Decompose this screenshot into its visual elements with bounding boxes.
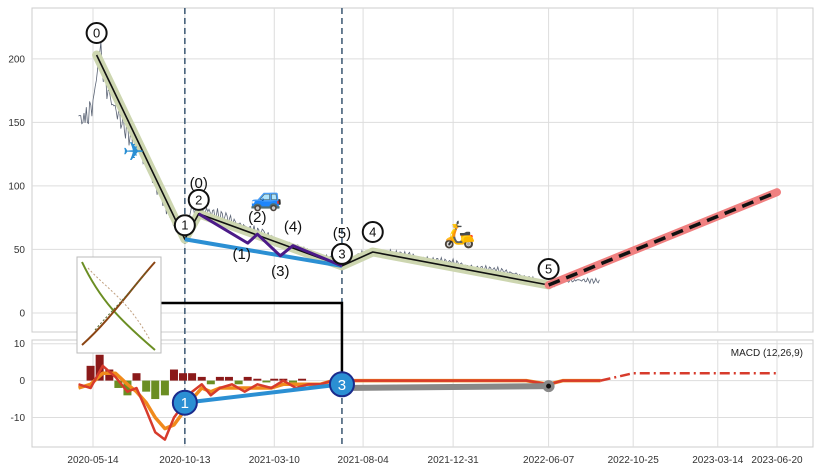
wave-point-marker <box>330 242 353 265</box>
macd-y-tick-label: 0 <box>19 376 25 387</box>
macd-histogram-bar <box>197 376 206 381</box>
wave-point-marker <box>361 220 384 243</box>
wave-point-label: 3 <box>338 246 345 261</box>
wave-labels: 0 12 3 4 5 <box>85 22 560 280</box>
price-panel <box>31 7 814 333</box>
price-y-tick-label: 50 <box>14 245 26 256</box>
wave-point-marker <box>85 22 108 45</box>
macd-histogram-bar <box>262 380 271 383</box>
sub-wave <box>197 212 343 268</box>
price-y-tick-label: 100 <box>8 181 25 192</box>
macd-flat-leg <box>338 383 552 391</box>
macd-histogram-bar <box>160 380 169 396</box>
macd-y-axis: 10 0 -10 <box>11 339 26 424</box>
macd-histogram-bar <box>114 380 123 388</box>
wave-point-marker <box>537 257 560 280</box>
macd-histogram-bar <box>179 373 188 381</box>
macd-histogram-bar <box>270 378 279 381</box>
macd-histogram-bar <box>95 354 104 381</box>
price-y-tick-label: 200 <box>8 54 25 65</box>
macd-histogram-bar <box>243 376 252 381</box>
airplane-icon: ✈ <box>123 137 145 167</box>
x-tick-label: 2023-06-20 <box>751 455 803 466</box>
sub-wave-label: (1) <box>233 246 251 263</box>
x-tick-label: 2021-08-04 <box>338 455 390 466</box>
macd-histogram-bar <box>132 373 141 381</box>
macd-title: MACD (12,26,9) <box>731 348 803 359</box>
wave-point-marker <box>187 188 210 211</box>
macd-histogram-bar <box>169 369 178 381</box>
wave-point-marker <box>173 214 196 237</box>
sub-wave-label: (0) <box>190 175 208 192</box>
sub-wave-label: (5) <box>333 225 351 242</box>
inset-thumbnail <box>76 256 162 354</box>
price-y-axis: 0 50 100 150 200 <box>8 54 25 319</box>
wave-band <box>92 50 554 290</box>
macd-histogram-bar <box>142 380 151 392</box>
price-projection <box>544 188 781 289</box>
wave-point-label: 1 <box>181 218 188 233</box>
macd-histogram-bar <box>289 380 298 383</box>
projection-line <box>547 190 778 287</box>
sub-wave-label: (3) <box>271 263 289 280</box>
macd-histogram-bar <box>188 373 197 381</box>
macd-wave-label: 1 <box>181 395 189 412</box>
price-y-tick-label: 150 <box>8 118 25 129</box>
x-axis: 2020-05-14 2020-10-13 2021-03-10 2021-08-04… <box>67 455 803 466</box>
x-tick-label: 2020-05-14 <box>67 455 119 466</box>
x-tick-label: 2022-06-07 <box>523 455 575 466</box>
macd-projection-line <box>600 371 777 382</box>
car-icon: 🚙 <box>250 183 282 213</box>
macd-histogram-bar <box>206 380 215 385</box>
wave-point-label: 2 <box>195 192 202 207</box>
macd-histogram-bar <box>298 378 307 381</box>
macd-wave-labels: 13 <box>171 371 355 416</box>
macd-lines <box>77 364 601 441</box>
macd-histogram <box>86 354 307 400</box>
macd-histogram-bar <box>224 376 233 381</box>
x-tick-label: 2020-10-13 <box>159 455 211 466</box>
x-tick-label: 2022-10-25 <box>608 455 660 466</box>
leg-1-3-line <box>184 237 343 268</box>
x-tick-label: 2021-12-31 <box>428 455 480 466</box>
x-tick-label: 2021-03-10 <box>249 455 301 466</box>
macd-histogram-bar <box>86 365 95 381</box>
x-tick-label: 2023-03-14 <box>692 455 744 466</box>
macd-legs <box>184 380 555 405</box>
macd-histogram-bar <box>234 380 243 385</box>
macd-panel <box>31 339 814 448</box>
wave-line <box>95 54 549 286</box>
macd-leg-1-3 <box>184 382 343 405</box>
sub-wave-labels: (0) (1) (2) (3) (4) (5) <box>190 175 352 280</box>
wave-point-label: 4 <box>369 224 376 239</box>
macd-histogram-bar <box>151 380 160 400</box>
macd-projection <box>600 371 777 382</box>
connector-line <box>161 301 344 375</box>
sub-wave-label: (2) <box>248 209 266 226</box>
sub-wave-line <box>197 212 343 268</box>
macd-y-tick-label: 10 <box>14 339 26 350</box>
wave-point-label: 0 <box>93 26 100 41</box>
macd-wave-label: 3 <box>338 377 346 394</box>
macd-histogram-bar <box>105 369 114 381</box>
macd-wave-marker <box>328 371 355 398</box>
wave-point-label: 5 <box>545 261 552 276</box>
macd-y-tick-label: -10 <box>11 413 26 424</box>
macd-end-dot-core <box>546 383 552 389</box>
macd-histogram-bar <box>253 378 262 381</box>
icons: ✈ 🚙 🛵 <box>123 137 476 250</box>
inset-connector <box>161 301 344 375</box>
macd-line <box>78 364 601 441</box>
scooter-icon: 🛵 <box>443 220 475 250</box>
macd-histogram-bar <box>123 380 132 396</box>
sub-wave-label: (4) <box>284 219 302 236</box>
price-y-tick-label: 0 <box>19 308 25 319</box>
leg-1-3 <box>184 237 343 268</box>
macd-histogram-bar <box>215 376 224 381</box>
macd-wave-marker <box>171 389 198 416</box>
